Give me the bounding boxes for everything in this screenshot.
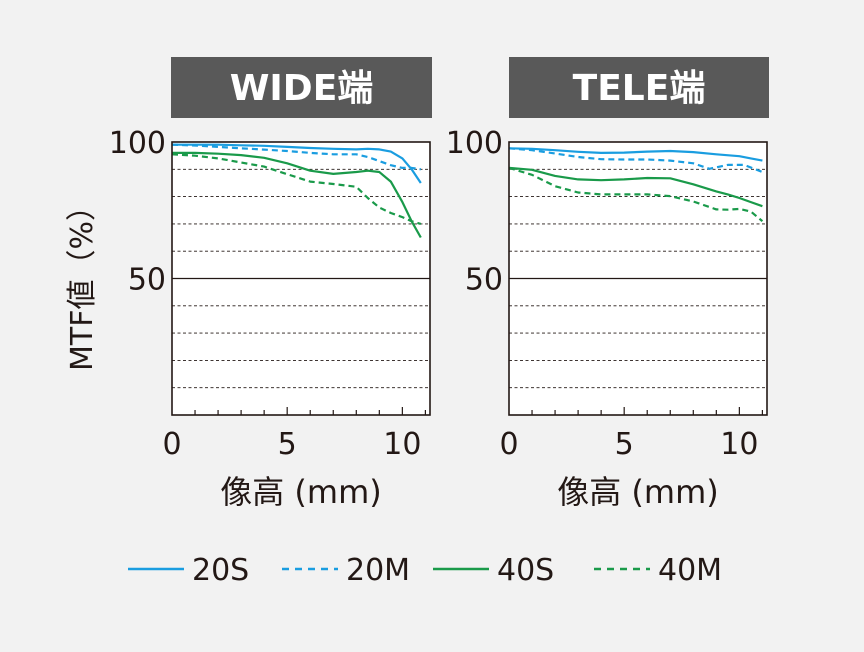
series-line-40m	[508, 166, 764, 223]
y-tick-label: 50	[465, 263, 503, 298]
x-tick-label: 5	[615, 427, 634, 462]
series-line-20s	[172, 143, 422, 184]
x-tick-label: 10	[383, 427, 421, 462]
series-line-20m	[508, 147, 763, 174]
legend-label: 20S	[192, 553, 249, 588]
legend-label: 20M	[346, 553, 410, 588]
y-tick-label: 50	[128, 263, 166, 298]
legend-label: 40M	[658, 553, 722, 588]
x-tick-label: 10	[720, 427, 758, 462]
chart-title: TELE端	[573, 68, 706, 109]
x-tick-label: 0	[162, 427, 181, 462]
series-line-40s	[172, 151, 422, 239]
legend-item-20m: 20M	[282, 553, 410, 588]
x-axis-label: 像高 (mm)	[220, 473, 382, 511]
x-tick-label: 0	[499, 427, 518, 462]
legend-item-40m: 40M	[594, 553, 722, 588]
chart-title: WIDE端	[230, 68, 374, 109]
y-tick-label: 100	[109, 126, 166, 161]
plot-frame	[171, 141, 431, 416]
plot-frame	[508, 141, 768, 416]
chart-title-bar	[171, 57, 432, 118]
legend-item-20s: 20S	[128, 553, 249, 588]
legend: 20S 20M 40S 40M	[128, 553, 722, 588]
y-tick-label: 100	[446, 126, 503, 161]
x-tick-label: 5	[278, 427, 297, 462]
series-line-20m	[171, 143, 421, 171]
y-axis-label: MTF値（%）	[65, 191, 100, 371]
series-line-40s	[508, 166, 763, 208]
x-axis-label: 像高 (mm)	[557, 473, 719, 511]
legend-label: 40S	[497, 553, 554, 588]
legend-item-40s: 40S	[433, 553, 554, 588]
chart-title-bar	[509, 57, 769, 118]
series-line-20s	[508, 147, 763, 162]
series-line-40m	[171, 153, 422, 225]
